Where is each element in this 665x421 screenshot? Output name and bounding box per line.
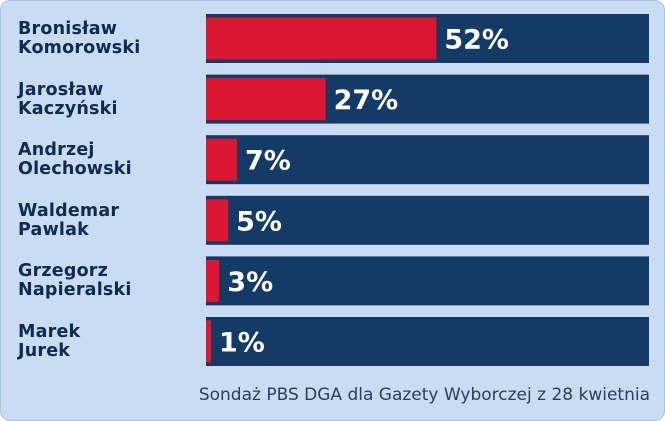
category-label-line: Napieralski [18,280,132,301]
category-label-line: Olechowski [18,159,132,180]
category-label-line: Andrzej [18,140,95,161]
value-label-5: 1% [219,328,265,359]
value-label-4: 3% [227,267,273,298]
category-label-3: Waldemar Pawlak [18,200,120,240]
value-label-3: 5% [236,206,282,237]
value-label-2: 7% [245,146,291,177]
category-label-5: Marek Jurek [18,323,80,361]
bar-track-2 [206,135,649,185]
bar-4 [206,259,220,302]
bar-track-4 [206,256,649,306]
category-label-0: Bronisław Komorowski [18,20,140,58]
bar-3 [206,199,229,242]
category-label-line: Jarosław [18,79,104,100]
bar-5 [206,320,211,363]
bar-track-3 [206,195,649,245]
bar-track-5 [206,317,649,366]
category-label-line: Grzegorz [18,261,109,282]
category-label-line: Jurek [18,341,71,361]
value-label-1: 27% [334,85,399,116]
bar-0 [206,17,437,60]
category-label-line: Bronisław [18,19,118,39]
value-label-0: 52% [444,25,509,56]
category-label-1: Jarosław Kaczyński [18,79,118,119]
category-label-line: Marek [18,322,81,342]
category-label-2: Andrzej Olechowski [18,141,132,179]
category-label-line: Waldemar [18,200,120,221]
category-label-line: Kaczyński [18,98,118,119]
chart-caption: Sondaż PBS DGA dla Gazety Wyborczej z 28… [198,385,650,405]
bar-1 [206,78,326,121]
bar-2 [206,138,238,181]
category-label-4: Grzegorz Napieralski [18,262,132,300]
category-label-line: Komorowski [18,38,141,58]
category-label-line: Pawlak [18,219,89,240]
